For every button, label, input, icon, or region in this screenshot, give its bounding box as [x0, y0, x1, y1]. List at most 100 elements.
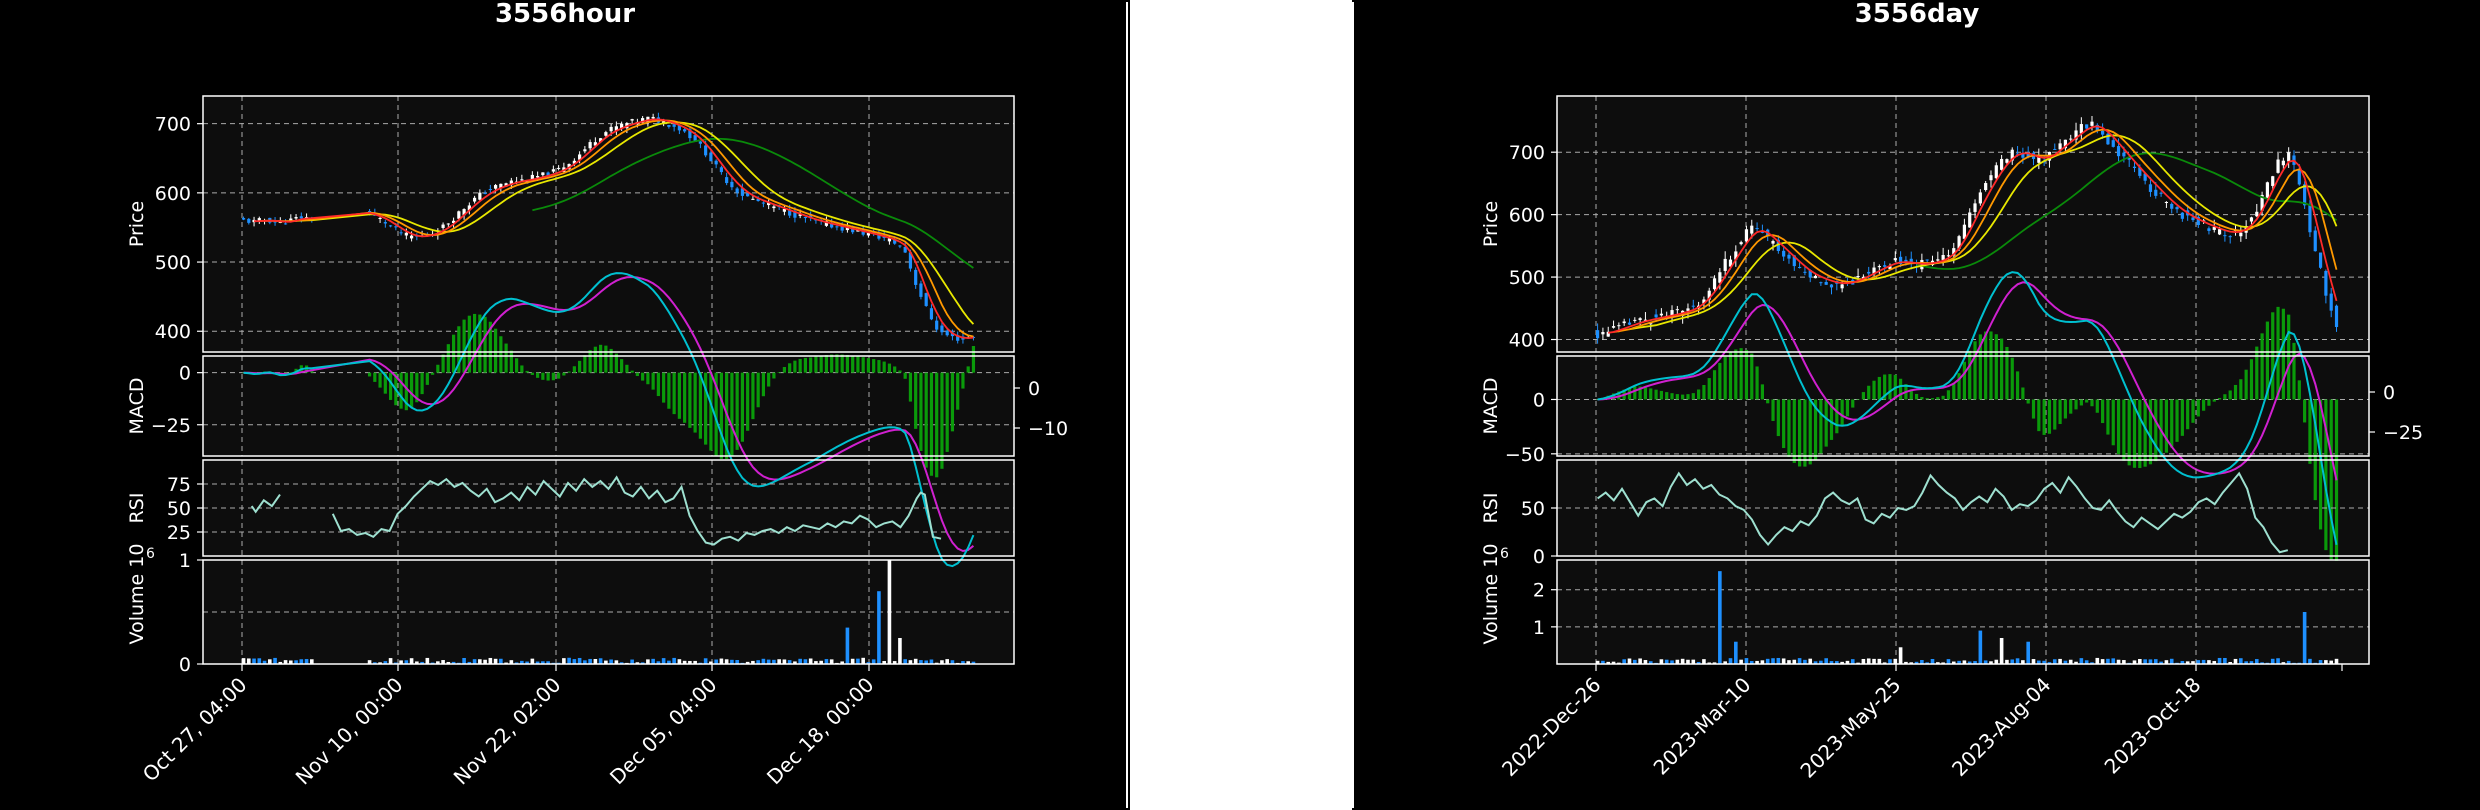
volume-bar: [273, 657, 277, 664]
macd-histogram-bar: [2212, 399, 2216, 402]
y-tick-label: 25: [167, 522, 191, 544]
volume-bar: [793, 661, 797, 664]
macd-histogram-bar: [1649, 388, 1653, 400]
macd-histogram-bar: [798, 358, 802, 373]
candle-body: [499, 183, 503, 188]
candle-body: [898, 245, 902, 247]
volume-bar: [514, 662, 519, 664]
candle-body: [866, 233, 871, 236]
chart-3556day: 3556day 400 500 600 700 Price 0 −50 0 −25 MACD 0 50…: [1480, 0, 2423, 783]
macd-histogram-bar: [730, 372, 734, 457]
macd-histogram-bar: [1962, 361, 1967, 400]
candle-body: [2303, 184, 2307, 206]
candle-body: [1899, 256, 1903, 265]
macd-histogram-bar: [2207, 399, 2211, 406]
macd-histogram-bar: [1899, 378, 1903, 400]
macd-histogram-bar: [635, 372, 639, 377]
volume-bar: [2164, 660, 2169, 664]
volume-bar: [661, 658, 666, 664]
candle-body: [2095, 124, 2099, 131]
candle-body: [1893, 258, 1897, 261]
macd-histogram-bar: [609, 348, 613, 373]
volume-bar: [441, 660, 445, 664]
volume-bar: [2185, 661, 2190, 664]
volume-bar: [782, 659, 787, 664]
volume-bar: [2090, 662, 2094, 664]
volume-bar: [2079, 658, 2084, 664]
ma-line-green: [1916, 152, 2338, 270]
volume-bar: [2068, 659, 2073, 664]
macd-histogram-bar: [819, 355, 823, 373]
plot-frame: [1556, 355, 2370, 457]
volume-bar: [714, 659, 718, 664]
candle-body: [2143, 173, 2147, 181]
macd-histogram-bar: [1638, 386, 1642, 400]
volume-bar: [966, 661, 970, 664]
volume-bar: [499, 658, 503, 664]
volume-bar: [2308, 658, 2312, 664]
macd-histogram-bar: [698, 372, 702, 439]
volume-bar: [1989, 661, 1993, 664]
candle-body: [578, 154, 582, 160]
candle-body: [2324, 271, 2328, 296]
macd-histogram-bar: [388, 372, 393, 400]
volume-bar: [493, 658, 498, 664]
volume-bar: [525, 661, 529, 664]
volume-bar: [294, 660, 298, 664]
macd-histogram-bar: [830, 354, 834, 373]
volume-bar: [2143, 659, 2147, 664]
volume-bar: [1967, 661, 1972, 664]
x-tick-label: 2023-Aug-04: [1947, 673, 2055, 781]
candle-body: [588, 142, 592, 149]
candle-body: [551, 169, 555, 172]
macd-histogram-bar: [656, 372, 660, 397]
macd-histogram-bar: [924, 372, 928, 468]
volume-bar: [310, 659, 314, 664]
macd-histogram-bar: [966, 366, 970, 373]
x-tick-label: 2022-Dec-26: [1497, 673, 1606, 782]
macd-histogram-bar: [2276, 306, 2280, 400]
plot-frame: [202, 355, 1015, 457]
macd-histogram-bar: [378, 372, 382, 388]
rsi-line: [331, 475, 942, 546]
macd-histogram-bar: [2287, 314, 2291, 400]
candle-body: [1675, 309, 1679, 311]
chart-panel-3556hour: 3556hour 400 500 600 700 Price 0 −25 0 −10 MACD 25…: [0, 0, 1130, 810]
candle-body: [919, 283, 923, 297]
macd-signal-line: [1597, 281, 2338, 481]
macd-histogram-bar: [1989, 331, 1993, 400]
candle-body: [567, 163, 571, 169]
candle-body: [2249, 217, 2254, 222]
macd-histogram-bar: [499, 336, 503, 373]
y-tick-label: 700: [155, 114, 191, 136]
volume-bar: [2212, 661, 2217, 664]
macd-histogram-bar: [2111, 399, 2115, 446]
macd-histogram-bar: [2085, 399, 2089, 403]
macd-histogram-bar: [383, 372, 387, 394]
candle-body: [1925, 259, 1929, 261]
volume-bar: [1670, 660, 1674, 664]
macd-histogram-bar: [2015, 371, 2020, 400]
candle-body: [2223, 235, 2227, 237]
volume-bar: [2037, 660, 2041, 664]
macd-histogram-bar: [945, 372, 949, 452]
candle-body: [1952, 248, 1956, 256]
volume-bar: [1675, 659, 1680, 664]
volume-bar: [677, 659, 682, 664]
macd-histogram-bar: [415, 372, 419, 403]
macd-histogram-bar: [504, 343, 508, 373]
candle-body: [2069, 138, 2073, 140]
y-tick-label: 600: [155, 183, 191, 205]
macd-histogram-bar: [861, 357, 865, 373]
candle-body: [2228, 236, 2232, 238]
volume-bar: [1707, 662, 1712, 664]
macd-histogram-bar: [2047, 399, 2052, 434]
macd-histogram-bar: [935, 372, 939, 478]
macd-histogram-bar: [604, 345, 608, 373]
candle-body: [467, 205, 471, 211]
volume-bar: [1866, 658, 1871, 664]
candle-body: [761, 202, 766, 204]
volume-bar: [604, 660, 608, 664]
macd-histogram-bar: [630, 370, 634, 373]
y-tick-label: 50: [167, 498, 191, 520]
